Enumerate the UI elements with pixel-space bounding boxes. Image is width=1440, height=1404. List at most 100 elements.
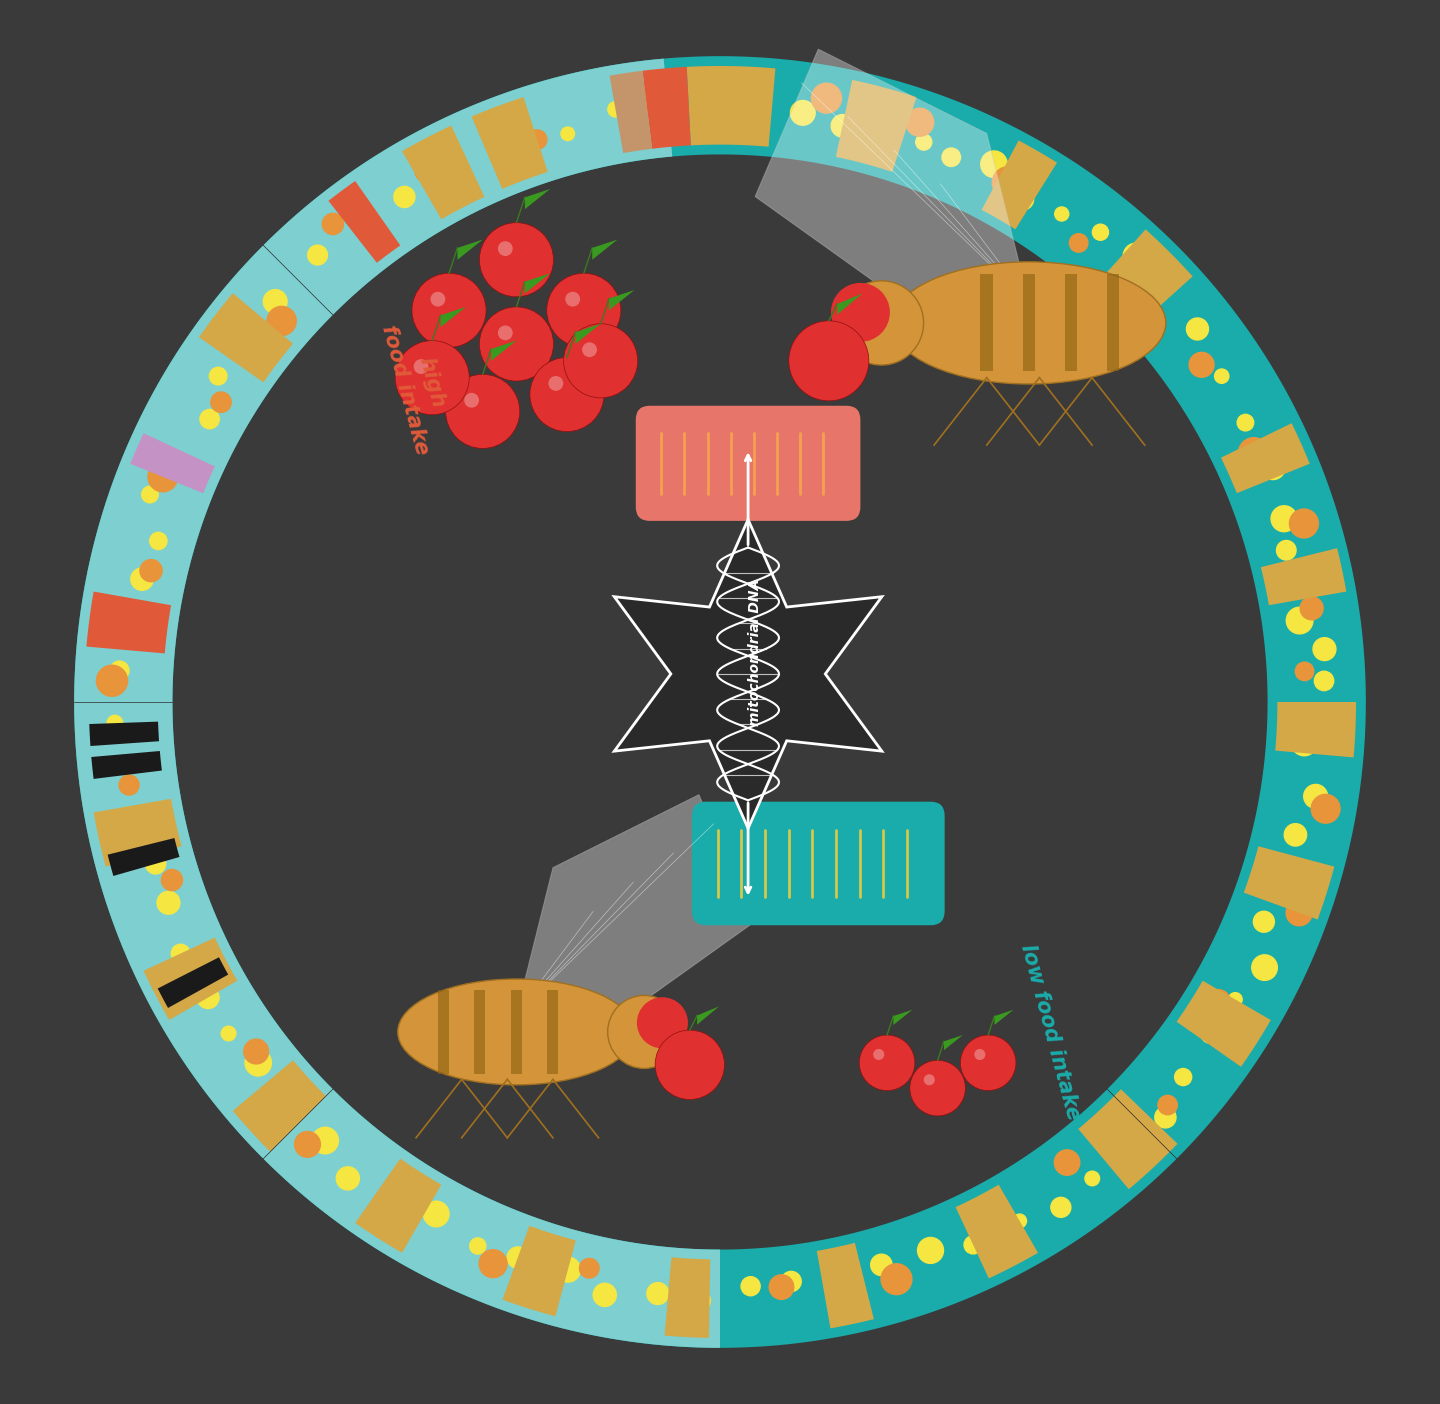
Polygon shape [1261,548,1346,605]
Circle shape [963,1236,982,1254]
Polygon shape [86,591,171,653]
FancyBboxPatch shape [691,802,945,925]
Polygon shape [75,56,1365,1348]
Circle shape [498,326,513,340]
Polygon shape [982,140,1057,229]
Circle shape [835,1273,851,1289]
Circle shape [647,1283,668,1304]
Circle shape [210,392,232,413]
Circle shape [131,569,153,590]
Circle shape [1207,990,1230,1014]
Ellipse shape [608,995,681,1068]
Polygon shape [956,1185,1038,1279]
Circle shape [579,1258,599,1278]
Polygon shape [130,434,215,493]
Circle shape [1109,1134,1129,1155]
Circle shape [387,1192,405,1210]
Circle shape [445,375,520,448]
Circle shape [923,1074,935,1085]
Circle shape [632,84,660,112]
FancyBboxPatch shape [636,406,861,521]
Circle shape [312,1127,338,1154]
Circle shape [1155,1106,1176,1127]
Polygon shape [697,1007,719,1025]
Circle shape [972,1210,1002,1241]
Circle shape [193,962,220,988]
Circle shape [1299,564,1323,588]
Polygon shape [609,291,635,310]
Circle shape [415,160,436,181]
Polygon shape [233,1060,325,1151]
Circle shape [981,152,1007,177]
Circle shape [114,618,138,642]
Polygon shape [356,1158,441,1252]
Circle shape [498,241,513,256]
Circle shape [140,560,163,581]
Circle shape [141,486,158,503]
Bar [981,274,994,371]
Bar [1064,274,1077,371]
Polygon shape [816,1243,874,1328]
Polygon shape [665,1257,710,1338]
Circle shape [1272,505,1297,532]
Circle shape [660,102,677,119]
Polygon shape [402,125,484,219]
Ellipse shape [891,261,1166,385]
Circle shape [173,453,192,472]
Circle shape [148,462,177,491]
Circle shape [812,83,841,114]
Polygon shape [1176,981,1272,1067]
Text: high
food intake: high food intake [377,316,458,456]
Circle shape [562,126,575,140]
Polygon shape [471,97,547,190]
Circle shape [200,410,219,428]
Circle shape [1289,510,1319,538]
Circle shape [1237,414,1254,431]
Circle shape [503,122,524,145]
Circle shape [264,289,287,313]
Circle shape [992,167,1024,198]
Circle shape [109,661,130,680]
Circle shape [150,532,167,549]
Circle shape [222,1026,236,1040]
Polygon shape [158,958,228,1008]
Bar [438,990,449,1074]
Circle shape [1315,671,1333,691]
Circle shape [266,306,297,336]
Circle shape [425,159,449,183]
Circle shape [1012,1214,1027,1228]
Circle shape [395,341,469,414]
Bar [1107,274,1119,371]
Circle shape [480,1250,507,1278]
Circle shape [732,91,750,110]
Bar [474,990,485,1074]
Circle shape [157,892,180,914]
Circle shape [831,115,854,138]
Circle shape [582,343,598,357]
Circle shape [742,1276,760,1296]
Circle shape [1093,225,1109,240]
Polygon shape [1079,1090,1178,1189]
Circle shape [780,1272,801,1292]
Circle shape [917,1237,943,1264]
Circle shape [769,1275,793,1299]
Circle shape [171,945,190,963]
Circle shape [1266,872,1289,894]
Circle shape [608,101,624,117]
Circle shape [396,1184,425,1212]
Polygon shape [144,938,238,1019]
Circle shape [1276,541,1296,560]
Text: low food intake: low food intake [1017,942,1083,1122]
Circle shape [132,755,147,771]
Circle shape [1054,1150,1080,1175]
Circle shape [413,359,429,373]
Circle shape [527,131,547,149]
Circle shape [791,101,815,125]
Circle shape [831,284,890,341]
Circle shape [1286,900,1312,925]
Circle shape [655,1031,724,1099]
Circle shape [1189,352,1214,378]
Circle shape [677,1304,700,1328]
Circle shape [469,1238,485,1254]
Circle shape [118,807,138,827]
